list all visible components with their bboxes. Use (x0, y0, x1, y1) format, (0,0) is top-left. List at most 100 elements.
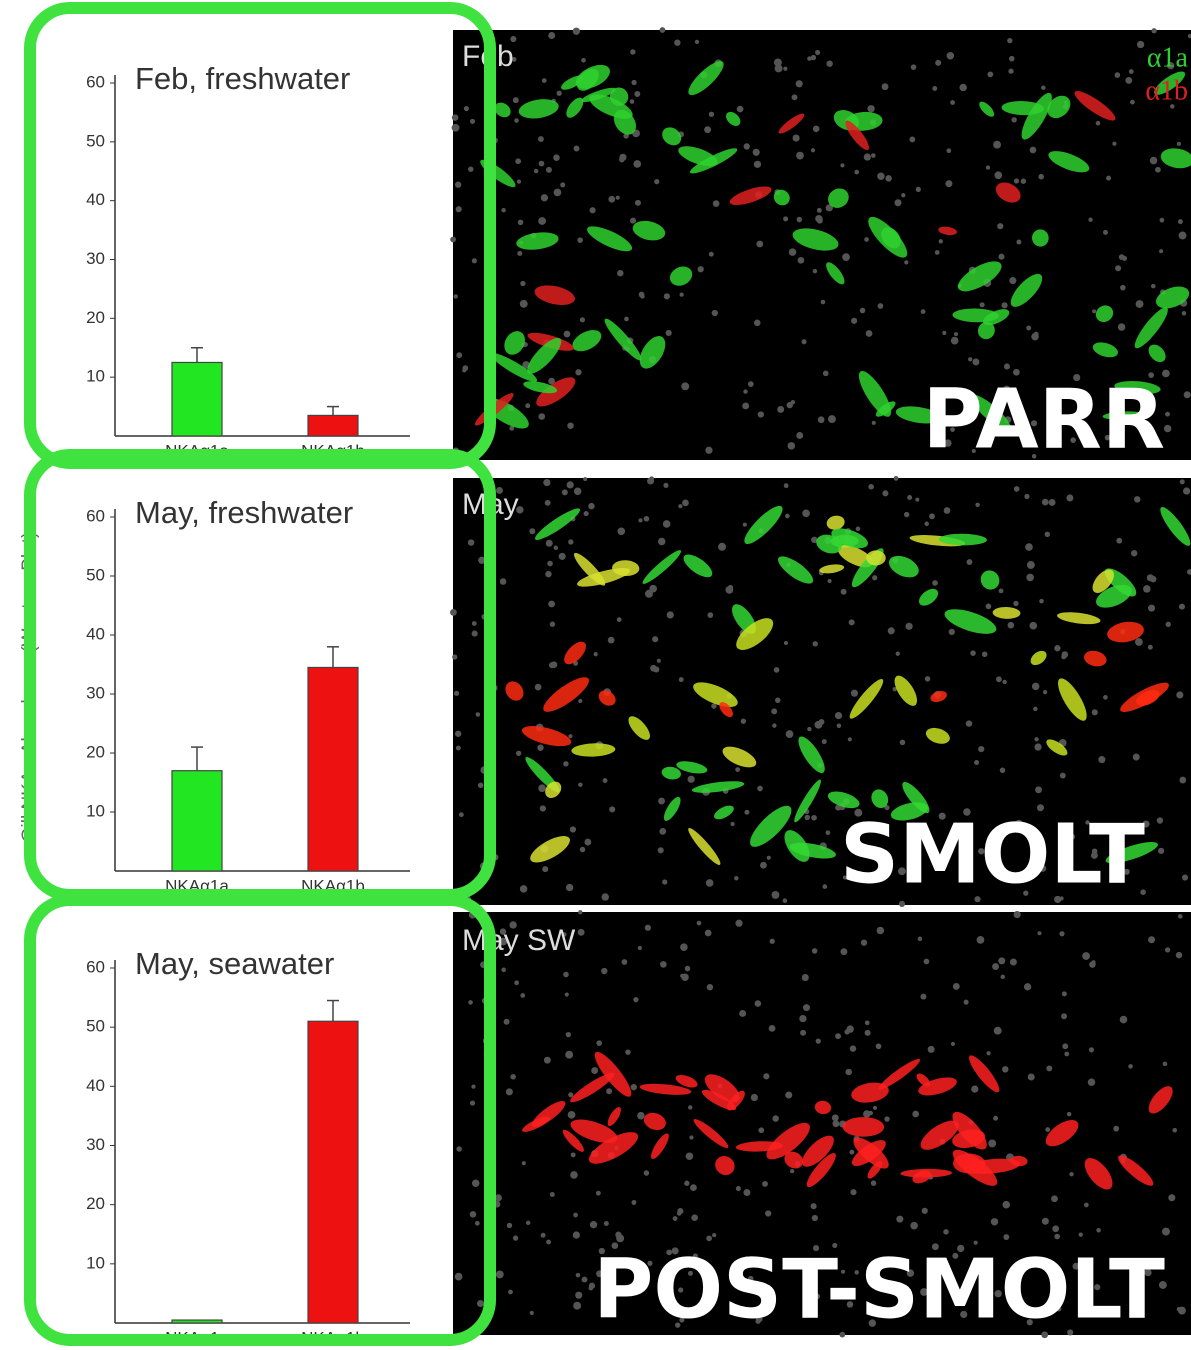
cell-dot (1136, 300, 1144, 308)
cell-dot (783, 67, 787, 71)
cell-dot (982, 651, 988, 657)
cell-dot (986, 603, 992, 609)
cell-dot (789, 248, 797, 256)
cell-dot (550, 1192, 555, 1197)
cell-dot (513, 1235, 518, 1240)
cell-dot (1064, 1052, 1069, 1057)
cell-dot (861, 940, 867, 946)
cell-dot (530, 1311, 534, 1315)
cell-dot (517, 179, 521, 183)
cell-dot (1182, 311, 1187, 316)
cell-dot (631, 80, 636, 85)
cell-dot (472, 1179, 480, 1187)
cell-dot (563, 972, 569, 978)
cell-dot (520, 281, 525, 286)
cell-dot (790, 1169, 794, 1173)
cell-dot (568, 1111, 576, 1119)
cell-dot (583, 477, 587, 481)
cell-dot (578, 910, 582, 914)
cell-dot (811, 815, 817, 821)
cell-dot (1079, 1232, 1083, 1236)
cell-dot (999, 589, 1004, 594)
cell-dot (537, 745, 543, 751)
cell-dot (1082, 952, 1090, 960)
cell-dot (1150, 576, 1156, 582)
cell-dot (580, 317, 585, 322)
cell-dot (684, 1181, 689, 1186)
cell-dot (1131, 550, 1137, 556)
cell-dot (910, 1222, 918, 1230)
cell-dot (543, 479, 550, 486)
cell-dot (663, 483, 668, 488)
cell-dot (1089, 1047, 1094, 1052)
bar (172, 771, 222, 871)
cell-dot (504, 1019, 510, 1025)
bar (308, 415, 358, 436)
cell-dot (1115, 265, 1121, 271)
y-tick-label: 30 (86, 683, 105, 702)
cell-dot (1043, 690, 1047, 694)
stage-label: SMOLT (840, 807, 1145, 902)
cell-dot (753, 149, 760, 156)
cell-dot (864, 153, 871, 160)
cell-dot (475, 1221, 480, 1226)
cell-dot (786, 730, 794, 738)
cell-dot (997, 223, 1003, 229)
cell-dot (594, 652, 598, 656)
cell-dot (574, 487, 582, 495)
cell-dot (1024, 983, 1031, 990)
cell-dot (954, 332, 958, 336)
cell-dot (925, 676, 930, 681)
cell-dot (580, 847, 585, 852)
cell-dot (896, 652, 900, 656)
cell-dot (1130, 100, 1135, 105)
cell-dot (826, 61, 832, 67)
cell-dot (1158, 848, 1164, 854)
cell-dot (578, 782, 582, 786)
cell-dot (826, 830, 831, 835)
cell-dot (698, 266, 704, 272)
cell-dot (518, 220, 524, 226)
cell-dot (796, 432, 803, 439)
cell-dot (813, 641, 818, 646)
cell-dot (968, 357, 972, 361)
cell-dot (1054, 645, 1060, 651)
cell-dot (987, 1051, 991, 1055)
cell-dot (994, 171, 1002, 179)
cell-dot (584, 839, 591, 846)
bar (308, 1021, 358, 1323)
cell-dot (1118, 323, 1125, 330)
cell-dot (657, 659, 661, 663)
cell-dot (470, 119, 475, 124)
cell-dot (882, 490, 888, 496)
cell-dot (633, 997, 638, 1002)
cell-dot (681, 382, 689, 390)
cell-dot (514, 980, 519, 985)
cell-dot (645, 925, 651, 931)
cell-dot (754, 161, 761, 168)
y-tick-label: 30 (86, 249, 105, 268)
cell-dot (591, 1067, 598, 1074)
cell-dot (872, 575, 877, 580)
cell-dot (1062, 1043, 1068, 1049)
cell-dot (658, 847, 664, 853)
cell-dot (1002, 680, 1006, 684)
cell-dot (501, 968, 506, 973)
cell-dot (741, 719, 746, 724)
cell-dot (851, 318, 857, 324)
cell-dot (1133, 754, 1140, 761)
cell-dot (1166, 622, 1171, 627)
cell-dot (633, 160, 641, 168)
cell-dot (1045, 1127, 1050, 1132)
image-label: May SW (462, 924, 576, 957)
cell-dot (705, 447, 712, 454)
cell-dot (1168, 1194, 1175, 1201)
cell-dot (945, 180, 952, 187)
cell-dot (680, 974, 684, 978)
cell-dot (975, 503, 979, 507)
cell-dot (1106, 176, 1111, 181)
cell-dot (1089, 961, 1095, 967)
cell-dot (712, 310, 718, 316)
cell-dot (616, 1234, 624, 1242)
cell-dot (602, 893, 609, 900)
